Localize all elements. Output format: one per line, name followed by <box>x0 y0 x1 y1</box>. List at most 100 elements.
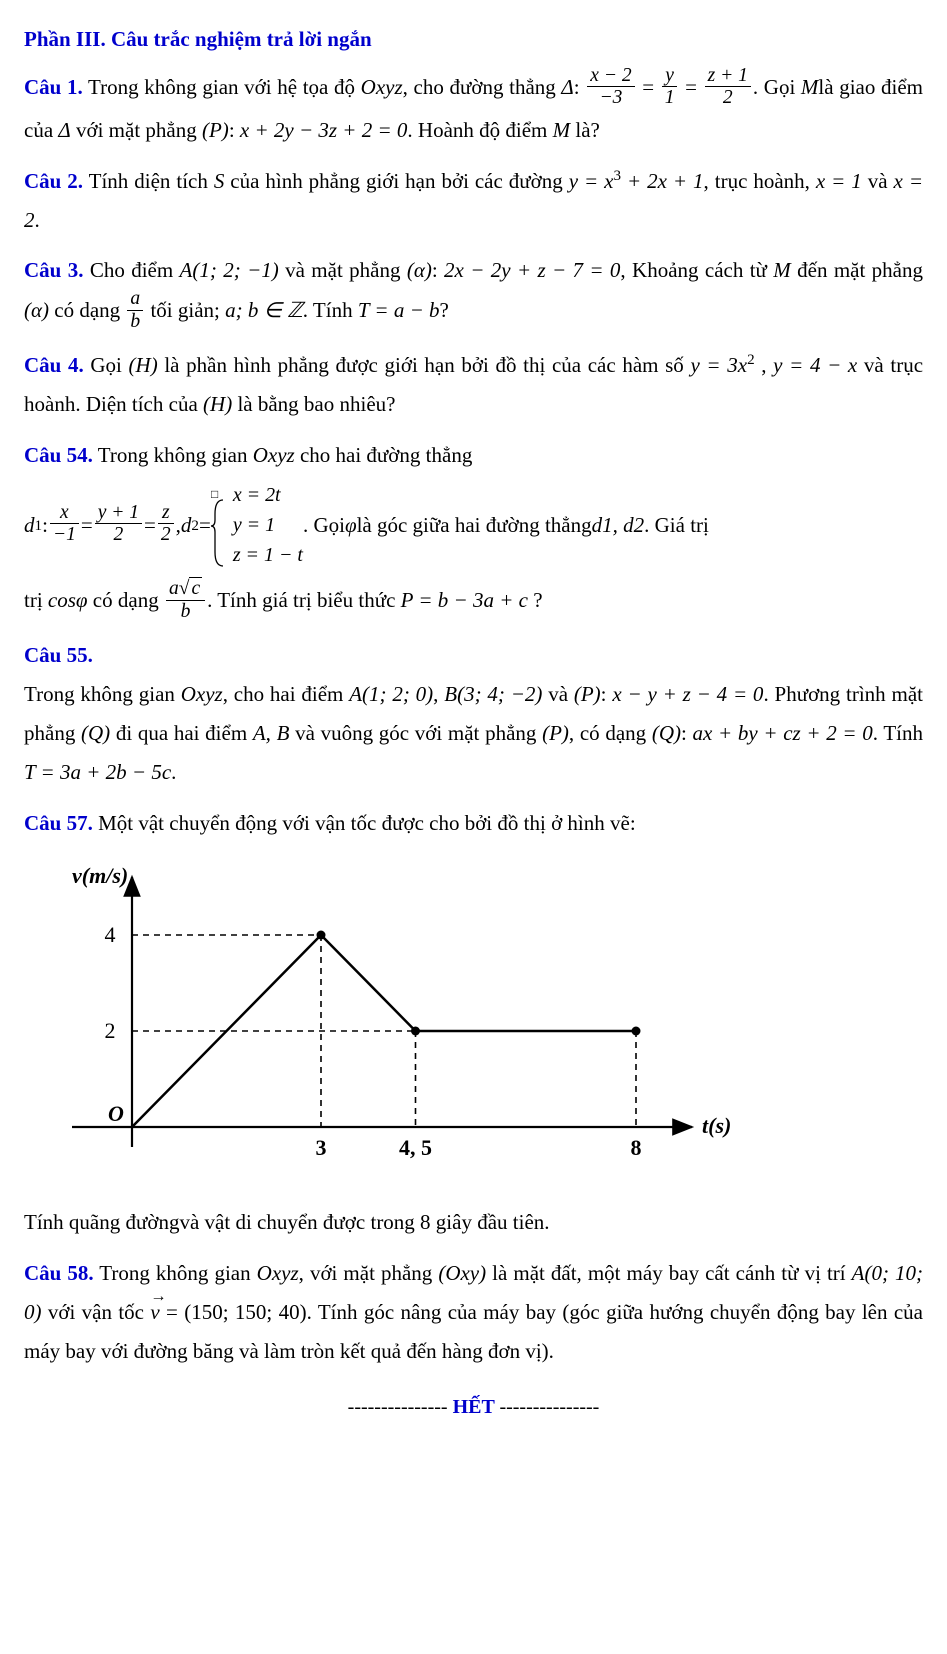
q57-t2: Tính quãng đườngvà vật di chuyển được tr… <box>24 1210 550 1234</box>
q58-t1: Trong không gian <box>94 1261 257 1285</box>
q3-t7: tối giản; <box>145 298 225 322</box>
footer-end: --------------- HẾT --------------- <box>24 1389 923 1426</box>
q57-label: Câu 57. <box>24 811 93 835</box>
q54-fna-c: c <box>189 577 202 599</box>
q55-t11: . Tính <box>873 721 923 745</box>
q1-delta2: Δ <box>58 118 70 142</box>
q55-t4: và <box>542 682 573 706</box>
q54-fna: ac <box>166 578 205 600</box>
q1-p: (P) <box>202 118 229 142</box>
q3-a: A(1; 2; −1) <box>180 258 279 282</box>
q55-label: Câu 55. <box>24 643 93 667</box>
q55-p: (P) <box>574 682 601 706</box>
svg-text:2: 2 <box>105 1018 116 1043</box>
q54-label: Câu 54. <box>24 443 93 467</box>
q1-delta: Δ <box>561 75 573 99</box>
q3-t1: Cho điểm <box>83 258 179 282</box>
q2-t4: và <box>862 169 894 193</box>
footer-het: HẾT <box>448 1396 500 1418</box>
q4-t5: là bằng bao nhiêu? <box>232 392 395 416</box>
q4-sup: 2 <box>747 352 755 368</box>
q54-t7: . Tính giá trị biểu thức <box>207 588 401 612</box>
q1-f3n: z + 1 <box>705 65 751 87</box>
q58-label: Câu 58. <box>24 1261 94 1285</box>
q54-t2: cho hai đường thẳng <box>295 443 473 467</box>
q3-teq: T = a − b <box>358 298 440 322</box>
q2-sup: 3 <box>613 168 621 184</box>
velocity-chart: v(m/s)t(s)O2434, 58 <box>52 857 923 1190</box>
q3-label: Câu 3. <box>24 258 83 282</box>
q1-f2d: 1 <box>662 87 678 108</box>
q58-t4: với vận tốc <box>42 1300 151 1324</box>
q54-d2: d <box>181 506 192 545</box>
q3-t2: và mặt phẳng <box>279 258 407 282</box>
q54-t6: có dạng <box>88 588 164 612</box>
q3-t8: . Tính <box>303 298 358 322</box>
q55-b: B(3; 4; −2) <box>444 682 542 706</box>
q54-t5: . Giá trị <box>644 506 709 545</box>
q54-fna-d: b <box>166 601 205 622</box>
q1-t3: : <box>574 75 585 99</box>
q4-t1: Gọi <box>84 353 129 377</box>
q54-case3: z = 1 − t <box>233 541 303 571</box>
q1-label: Câu 1. <box>24 75 83 99</box>
q1-frac2: y1 <box>662 65 678 109</box>
q2-t2: của hình phẳng giới hạn bởi các đường <box>224 169 568 193</box>
q2-t1: Tính diện tích <box>83 169 214 193</box>
question-2: Câu 2. Tính diện tích S của hình phẳng g… <box>24 162 923 240</box>
question-57: Câu 57. Một vật chuyển động với vận tốc … <box>24 804 923 843</box>
q55-t1: Trong không gian <box>24 682 181 706</box>
q3-frac: ab <box>127 288 143 332</box>
q54-f3n: z <box>158 502 174 524</box>
q55-t9: , có dạng <box>569 721 652 745</box>
q54-dd: d1, d2 <box>592 506 645 545</box>
q4-eq2: y = 4 − x <box>773 353 857 377</box>
q54-f1n: x <box>50 502 79 524</box>
q2-eq1b: + 2x + 1 <box>621 169 704 193</box>
q54-t4: là góc giữa hai đường thẳng <box>357 506 592 545</box>
q54-peq: P = b − 3a + c <box>401 588 528 612</box>
q55-t7: đi qua hai điểm <box>110 721 253 745</box>
q1-m1: M <box>801 75 819 99</box>
q3-t3: : <box>432 258 444 282</box>
footer-dashes1: --------------- <box>348 1396 448 1418</box>
q54-f1d: −1 <box>50 524 79 545</box>
q1-t6: với mặt phẳng <box>71 118 202 142</box>
q54-f2n: y + 1 <box>95 502 142 524</box>
q3-alpha: (α) <box>407 258 432 282</box>
q54-c: : <box>42 506 48 545</box>
svg-text:v(m/s): v(m/s) <box>72 863 128 888</box>
question-3: Câu 3. Cho điểm A(1; 2; −1) và mặt phẳng… <box>24 251 923 334</box>
q4-t2: là phần hình phẳng được giới hạn bởi đồ … <box>158 353 691 377</box>
q58-v: v <box>150 1293 159 1332</box>
q1-t2: , cho đường thẳng <box>403 75 562 99</box>
q55-p2: (P) <box>542 721 569 745</box>
q55-q: (Q) <box>81 721 110 745</box>
svg-text:t(s): t(s) <box>702 1113 731 1138</box>
q1-m2: M <box>553 118 571 142</box>
q2-eq1a: y = x <box>569 169 614 193</box>
q54-t8: ? <box>528 588 543 612</box>
velocity-chart-svg: v(m/s)t(s)O2434, 58 <box>52 857 732 1177</box>
q3-t9: ? <box>440 298 449 322</box>
q4-h: (H) <box>129 353 158 377</box>
q55-a: A(1; 2; 0) <box>349 682 433 706</box>
q54-t3: . Gọi <box>303 506 345 545</box>
q2-label: Câu 2. <box>24 169 83 193</box>
q2-t3: , trục hoành, <box>704 169 816 193</box>
q54-eq: = <box>199 506 211 545</box>
q55-teq: T = 3a + 2b − 5c <box>24 760 171 784</box>
q3-fn: a <box>127 288 143 310</box>
q3-alpha2: (α) <box>24 298 49 322</box>
q54-param-eq: □ x = 2t y = 1 z = 1 − t <box>211 481 303 571</box>
q1-frac1: x − 2−3 <box>587 65 634 109</box>
q57-t2-row: Tính quãng đườngvà vật di chuyển được tr… <box>24 1203 923 1242</box>
section-header: Phần III. Câu trắc nghiệm trả lời ngắn <box>24 20 923 59</box>
q58-oxy: (Oxy) <box>438 1261 486 1285</box>
q1-t9: là? <box>570 118 600 142</box>
q54-fna-a: a <box>169 578 179 599</box>
q3-t5: đến mặt phẳng <box>791 258 923 282</box>
q2-t5: . <box>35 208 40 232</box>
q1-f3d: 2 <box>705 87 751 108</box>
q55-oxyz: Oxyz <box>181 682 223 706</box>
